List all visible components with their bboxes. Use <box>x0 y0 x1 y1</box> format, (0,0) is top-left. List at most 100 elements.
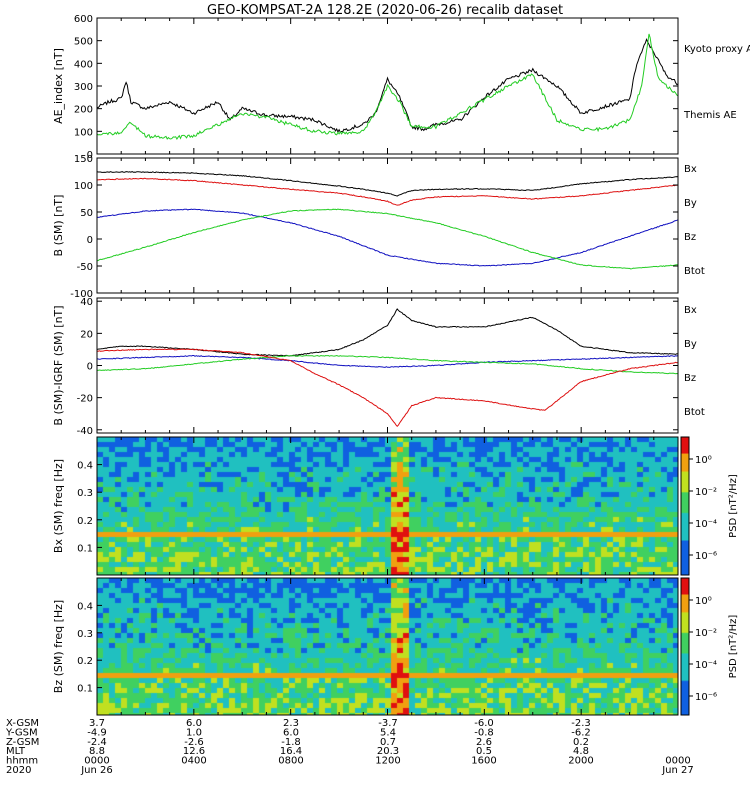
y-tick-label: 150 <box>74 154 93 165</box>
ephemeris-row-label: Z-GSM <box>6 737 39 748</box>
legend-label: Bx <box>684 164 697 175</box>
ephemeris-value: 1600 <box>471 756 496 767</box>
ephemeris-value: Jun 27 <box>661 765 694 776</box>
y-tick-label: 0.2 <box>77 656 93 667</box>
y-tick-label: -40 <box>77 426 93 437</box>
ephemeris-row-label: hhmm <box>6 756 38 767</box>
series-line-bx <box>96 208 679 267</box>
y-tick-label: 50 <box>80 208 93 219</box>
series-line-bx <box>96 355 679 368</box>
colorbar-tick-label: 10⁰ <box>695 596 712 607</box>
y-tick-label: 0.1 <box>77 684 93 695</box>
y-tick-label: -100 <box>70 289 93 300</box>
colorbar-label: PSD [nT²/Hz] <box>728 615 739 679</box>
legend-label: By <box>684 198 697 209</box>
ephemeris-value: -0.8 <box>474 727 494 738</box>
ephemeris-value: -6.2 <box>571 727 591 738</box>
colorbar-label: PSD [nT²/Hz] <box>728 474 739 538</box>
y-tick-label: 300 <box>74 82 93 93</box>
series-line-btot <box>96 171 679 197</box>
y-tick-label: 0.1 <box>77 543 93 554</box>
y-tick-label: 400 <box>74 59 93 70</box>
legend-label: Bz <box>684 373 696 384</box>
y-tick-label: 0.3 <box>77 488 93 499</box>
panel-5: 10⁰ 10⁻² 10⁻⁴ 10⁻⁶ PSD [nT²/Hz] 0.1 0.2 0.3 0.4 B… <box>52 577 739 716</box>
y-tick-label: 0.2 <box>77 516 93 527</box>
ephemeris-value: 6.0 <box>186 718 202 729</box>
ephemeris-value: 0.2 <box>573 737 589 748</box>
y-axis-label: AE_index [nT] <box>52 48 65 124</box>
legend-label: Bx <box>684 305 697 316</box>
ephemeris-value: 3.7 <box>89 718 105 729</box>
series-line-themis-ae <box>96 38 679 134</box>
panel-frame <box>96 297 679 434</box>
panel-2: -100 -50 0 50 100 150 Bx By Bz Btot B (SM) [nT] <box>52 154 705 300</box>
y-tick-label: 40 <box>80 297 93 308</box>
y-axis-label: Bx (SM) freq [Hz] <box>52 459 65 553</box>
y-tick-label: 200 <box>74 105 93 116</box>
ephemeris-value: 16.4 <box>280 746 302 757</box>
panel-1: 0 100 200 300 400 500 600 Kyoto proxy AE Themis … <box>52 14 750 161</box>
ephemeris-value: 20.3 <box>377 746 399 757</box>
ephemeris-value: 2.3 <box>283 718 299 729</box>
colorbar-tick-label: 10⁻² <box>695 487 717 498</box>
colorbar-tick-label: 10⁻⁶ <box>695 551 717 562</box>
ephemeris-value: -2.3 <box>571 718 591 729</box>
colorbar-tick-label: 10⁻⁴ <box>695 660 717 671</box>
y-axis-label: B (SM)-IGRF (SM) [nT] <box>52 305 65 425</box>
y-tick-label: 0.4 <box>77 461 93 472</box>
figure-title: GEO-KOMPSAT-2A 128.2E (2020-06-26) recal… <box>207 3 563 18</box>
y-tick-label: 100 <box>74 181 93 192</box>
y-tick-label: 0 <box>87 150 93 161</box>
ephemeris-value: -4.9 <box>87 727 107 738</box>
y-tick-label: 0.3 <box>77 629 93 640</box>
ephemeris-value: 0.5 <box>476 746 492 757</box>
series-line-bz <box>96 348 679 428</box>
y-tick-label: -50 <box>77 262 93 273</box>
y-tick-label: 600 <box>74 14 93 25</box>
ephemeris-value: 12.6 <box>183 746 205 757</box>
y-axis-label: Bz (SM) freq [Hz] <box>52 600 65 693</box>
colorbar-tick-label: 10⁻⁶ <box>695 692 717 703</box>
ephemeris-value: -2.6 <box>184 737 204 748</box>
ephemeris-value: 0.7 <box>380 737 396 748</box>
ephemeris-row-label: Y-GSM <box>5 727 38 738</box>
ephemeris-value: 1200 <box>375 756 400 767</box>
ephemeris-value: 2000 <box>568 756 593 767</box>
ephemeris-value: 1.0 <box>186 727 202 738</box>
colorbar <box>681 437 689 575</box>
ephemeris-row-label: MLT <box>6 746 26 757</box>
panel-frame <box>96 577 679 716</box>
series-line-bz <box>97 177 679 206</box>
series-line-by <box>96 354 679 375</box>
ephemeris-value: 4.8 <box>573 746 589 757</box>
colorbar-tick-label: 10⁻² <box>695 628 717 639</box>
colorbar-tick-label: 10⁻⁴ <box>695 519 717 530</box>
colorbar-frame <box>680 436 690 576</box>
series-line-kyoto-proxy-ae <box>96 33 679 140</box>
ephemeris-value: -1.8 <box>281 737 301 748</box>
ephemeris-value: Jun 26 <box>80 765 113 776</box>
legend-label: Btot <box>684 266 705 277</box>
ephemeris-value: -6.0 <box>474 718 494 729</box>
panel-3: -40 -20 0 20 40 Bx By Bz Btot B (SM)-IGRF (SM) [n… <box>52 297 705 437</box>
ephemeris-value: -3.7 <box>378 718 398 729</box>
ephemeris-value: 0800 <box>278 756 303 767</box>
ephemeris-value: -2.4 <box>87 737 107 748</box>
legend-label: Themis AE <box>683 110 737 121</box>
y-tick-label: 100 <box>74 127 93 138</box>
ephemeris-value: 0000 <box>665 756 690 767</box>
y-tick-label: 0.4 <box>77 601 93 612</box>
spectrogram-image <box>97 437 678 575</box>
legend-label: Btot <box>684 407 705 418</box>
legend-label: By <box>684 339 697 350</box>
y-tick-label: 20 <box>80 329 93 340</box>
ephemeris-row-label: X-GSM <box>6 718 39 729</box>
spectrogram-image <box>97 578 678 715</box>
y-tick-label: 0 <box>87 235 93 246</box>
y-tick-label: 0 <box>87 362 93 373</box>
panel-frame <box>96 436 679 576</box>
y-tick-label: -20 <box>77 394 93 405</box>
